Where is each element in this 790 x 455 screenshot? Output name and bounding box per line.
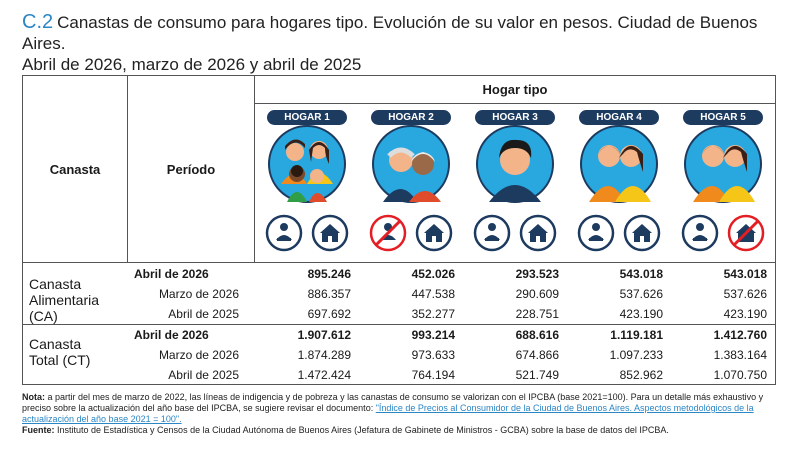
house-icon [415,214,453,252]
house-icon [519,214,557,252]
fuente: Fuente: Instituto de Estadística y Censo… [22,425,669,435]
page-title: C.2 Canastas de consumo para hogares tipo… [22,12,782,75]
table-row: Abril de 2026 1.907.612 993.214 688.616 … [134,328,767,342]
hogar-3-label: HOGAR 3 [475,110,555,125]
elderly-couple-illustration [371,124,451,204]
worker-icon [681,214,719,252]
worker-icon [473,214,511,252]
worker-icon [265,214,303,252]
data-table: Canasta Período Hogar tipo HOGAR 1 [22,75,776,385]
nota: Nota: a partir del mes de marzo de 2022,… [22,392,764,424]
single-adult-illustration [475,124,555,204]
table-row: Marzo de 2026 886.357 447.538 290.609 53… [158,287,767,301]
couple-illustration [683,124,763,204]
table-header: Canasta Período Hogar tipo HOGAR 1 [23,76,775,263]
table-row: Abril de 2025 1.472.424 764.194 521.749 … [168,368,767,382]
house-icon [311,214,349,252]
footnotes: Nota: a partir del mes de marzo de 2022,… [22,392,782,436]
hogar-5-label: HOGAR 5 [683,110,763,125]
hogar-1-label: HOGAR 1 [267,110,347,125]
worker-crossed-icon [369,214,407,252]
hogar-4-label: HOGAR 4 [579,110,659,125]
house-icon [623,214,661,252]
header-periodo: Período [128,76,255,263]
group-divider [23,324,775,325]
house-crossed-icon [727,214,765,252]
hogar-1-header: HOGAR 1 [255,104,359,263]
group-name-ct: Canasta Total (CT) [29,336,91,368]
table-code: C.2 [22,11,54,33]
worker-icon [577,214,615,252]
table-row: Marzo de 2026 1.874.289 973.633 674.866 … [158,348,767,362]
table-row: Abril de 2026 895.246 452.026 293.523 54… [134,267,767,281]
table-row: Abril de 2025 697.692 352.277 228.751 42… [168,307,767,321]
hogar-2-header: HOGAR 2 [359,104,463,263]
methodology-link[interactable]: "Índice de Precios al Consumidor de la C… [22,403,754,424]
hogar-2-label: HOGAR 2 [371,110,451,125]
couple-illustration [579,124,659,204]
hogar-3-header: HOGAR 3 [463,104,567,263]
hogar-5-header: HOGAR 5 [671,104,775,263]
group-name-ca: Canasta Alimentaria (CA) [29,276,100,324]
title-line1: Canastas de consumo para hogares tipo. E… [22,13,758,53]
hogar-4-header: HOGAR 4 [567,104,671,263]
header-hogar-tipo: Hogar tipo [255,76,775,104]
family-4-illustration [267,124,347,204]
header-canasta: Canasta [23,76,128,263]
title-line2: Abril de 2026, marzo de 2026 y abril de … [22,55,362,74]
